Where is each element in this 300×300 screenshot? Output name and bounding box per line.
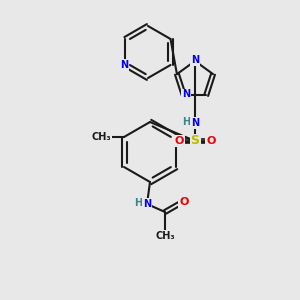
Text: O: O xyxy=(206,136,216,146)
Text: N: N xyxy=(143,199,151,209)
Text: CH₃: CH₃ xyxy=(155,231,175,241)
Text: N: N xyxy=(191,118,199,128)
Text: H: H xyxy=(182,117,190,127)
Text: CH₃: CH₃ xyxy=(91,132,111,142)
Text: N: N xyxy=(120,60,128,70)
Text: N: N xyxy=(182,89,190,99)
Text: H: H xyxy=(134,198,142,208)
Text: O: O xyxy=(179,197,189,207)
Text: N: N xyxy=(191,55,199,65)
Text: O: O xyxy=(174,136,184,146)
Text: S: S xyxy=(190,134,200,148)
